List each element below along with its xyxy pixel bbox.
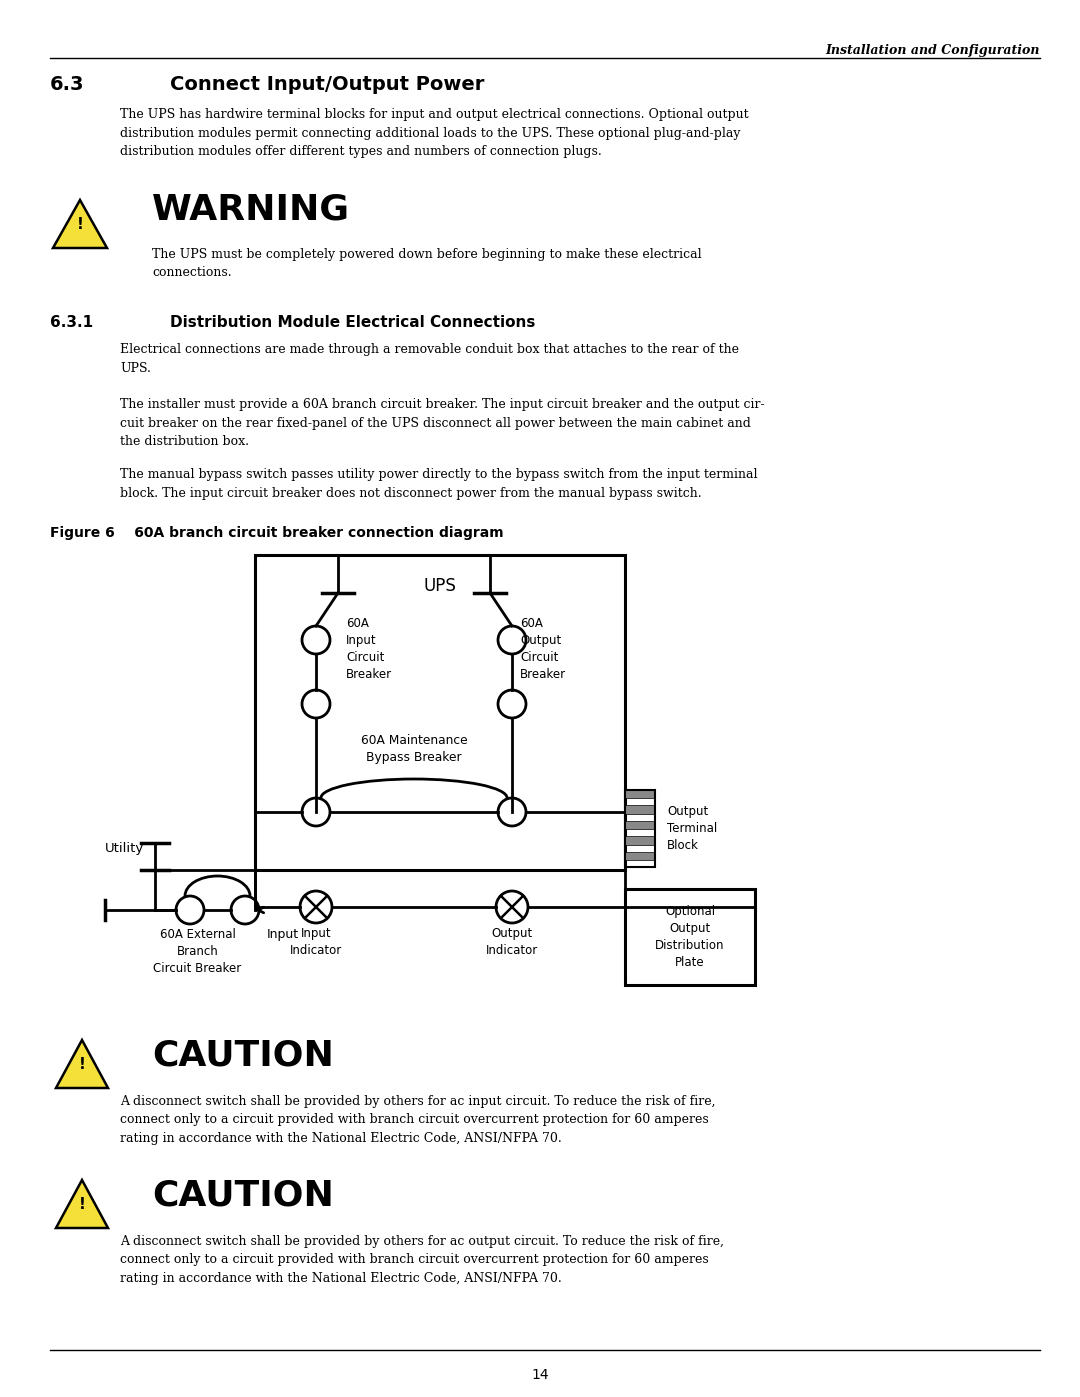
Text: 60A External
Branch
Circuit Breaker: 60A External Branch Circuit Breaker (153, 928, 242, 975)
Bar (625, 821, 654, 830)
Text: Figure 6    60A branch circuit breaker connection diagram: Figure 6 60A branch circuit breaker conn… (50, 527, 503, 541)
Text: Optional
Output
Distribution
Plate: Optional Output Distribution Plate (656, 905, 725, 970)
Text: The manual bypass switch passes utility power directly to the bypass switch from: The manual bypass switch passes utility … (120, 468, 757, 500)
Polygon shape (56, 1039, 108, 1088)
Text: WARNING: WARNING (152, 193, 350, 226)
Bar (625, 888, 755, 985)
Bar (625, 806, 654, 814)
Text: Output
Indicator: Output Indicator (486, 928, 538, 957)
Text: Electrical connections are made through a removable conduit box that attaches to: Electrical connections are made through … (120, 344, 739, 374)
Text: The UPS must be completely powered down before beginning to make these electrica: The UPS must be completely powered down … (152, 249, 702, 279)
Text: A disconnect switch shall be provided by others for ac input circuit. To reduce : A disconnect switch shall be provided by… (120, 1095, 715, 1146)
Text: CAUTION: CAUTION (152, 1038, 334, 1071)
Text: !: ! (77, 218, 83, 232)
Text: Installation and Configuration: Installation and Configuration (825, 43, 1040, 57)
Text: The UPS has hardwire terminal blocks for input and output electrical connections: The UPS has hardwire terminal blocks for… (120, 108, 748, 158)
Text: A disconnect switch shall be provided by others for ac output circuit. To reduce: A disconnect switch shall be provided by… (120, 1235, 724, 1285)
Polygon shape (56, 1180, 108, 1228)
Text: Utility: Utility (105, 842, 145, 855)
Text: CAUTION: CAUTION (152, 1178, 334, 1213)
Text: 60A
Output
Circuit
Breaker: 60A Output Circuit Breaker (519, 617, 566, 680)
Text: UPS: UPS (423, 577, 457, 595)
Bar (625, 837, 654, 845)
Bar (625, 852, 654, 861)
Text: Connect Input/Output Power: Connect Input/Output Power (170, 75, 484, 94)
Text: !: ! (79, 1058, 85, 1073)
Text: Distribution Module Electrical Connections: Distribution Module Electrical Connectio… (170, 314, 536, 330)
Polygon shape (53, 200, 107, 249)
Text: Input: Input (267, 928, 299, 942)
Text: Input
Indicator: Input Indicator (289, 928, 342, 957)
Text: 6.3.1: 6.3.1 (50, 314, 93, 330)
Bar (625, 789, 654, 868)
Text: 6.3: 6.3 (50, 75, 84, 94)
Text: Output
Terminal
Block: Output Terminal Block (667, 805, 717, 852)
Text: The installer must provide a 60A branch circuit breaker. The input circuit break: The installer must provide a 60A branch … (120, 398, 765, 448)
Text: 60A Maintenance
Bypass Breaker: 60A Maintenance Bypass Breaker (361, 733, 468, 764)
Text: 14: 14 (531, 1368, 549, 1382)
Bar (625, 789, 654, 799)
Text: !: ! (79, 1197, 85, 1213)
Text: 60A
Input
Circuit
Breaker: 60A Input Circuit Breaker (346, 617, 392, 680)
Bar (255, 555, 625, 870)
